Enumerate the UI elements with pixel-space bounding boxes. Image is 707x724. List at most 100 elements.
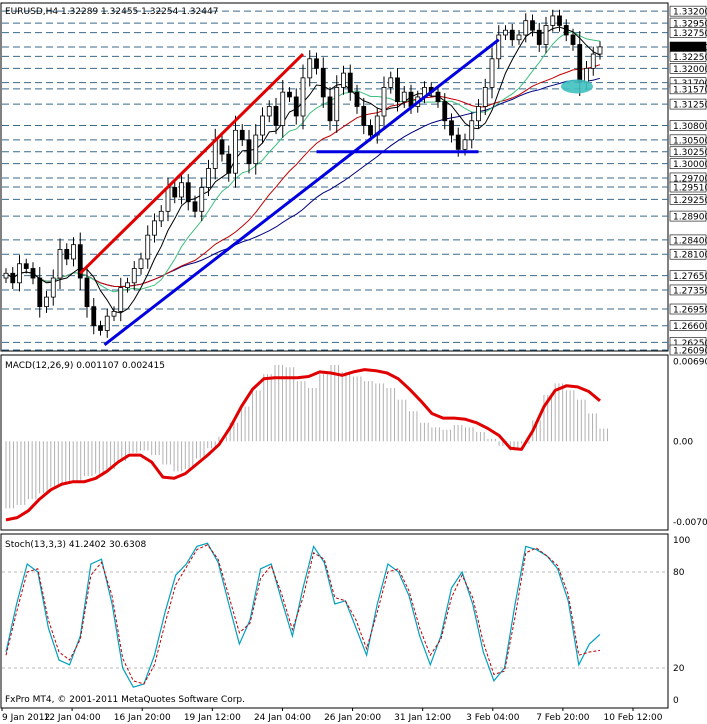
candle <box>293 88 299 125</box>
x-tick-label: 31 Jan 12:00 <box>394 713 451 723</box>
stoch-main-line <box>5 542 601 688</box>
candle <box>334 75 340 133</box>
candle-body <box>550 15 556 26</box>
candle-body <box>185 182 191 203</box>
candle <box>246 130 252 174</box>
candle <box>233 115 238 188</box>
candle <box>239 124 245 147</box>
price-tick-label: 1.30250 <box>673 148 707 158</box>
candle-body <box>482 87 488 107</box>
candle <box>347 64 353 101</box>
candle <box>199 177 205 222</box>
stoch-y-tick-label: 0 <box>673 696 679 706</box>
price-label-box <box>669 320 707 331</box>
price-label-box <box>669 146 707 158</box>
price-tick-label: 1.28100 <box>673 251 707 261</box>
candle-body <box>354 91 360 107</box>
candle <box>280 80 286 138</box>
candle-body <box>536 29 542 45</box>
price-tick-label: 1.30500 <box>673 136 707 146</box>
x-tick-label: 3 Feb 04:00 <box>466 713 520 723</box>
price-label-box <box>669 344 707 356</box>
candle-body <box>381 87 387 117</box>
price-chart-title: EURUSD,H4 1.32289 1.32455 1.32254 1.3244… <box>5 7 218 17</box>
candle-body <box>71 244 76 260</box>
price-tick-label: 1.26600 <box>673 322 707 332</box>
candle-body <box>314 58 319 69</box>
candle <box>401 85 407 108</box>
candle <box>536 22 542 52</box>
candle <box>590 46 596 76</box>
price-label-box <box>669 284 707 296</box>
candle <box>125 277 130 293</box>
candle-body <box>543 25 549 45</box>
price-label-box <box>669 63 707 74</box>
price-label-box <box>669 270 707 281</box>
price-panel-frame <box>0 2 669 352</box>
candle <box>435 85 441 108</box>
price-tick-label: 1.32447 <box>673 44 707 54</box>
macd-y-tick-label: -0.00700 <box>673 518 707 528</box>
stoch-panel-frame <box>0 533 669 709</box>
price-label-box <box>669 98 707 110</box>
candle-body <box>30 268 36 279</box>
candle-body <box>347 72 353 93</box>
candle <box>131 261 137 291</box>
price-tick-label: 1.31250 <box>673 101 707 111</box>
price-label-box <box>669 120 707 131</box>
price-panel <box>2 9 668 351</box>
candle <box>287 87 292 102</box>
price-tick-label: 1.26250 <box>673 339 707 349</box>
candle <box>597 41 603 60</box>
candle <box>388 71 394 94</box>
price-tick-label: 1.30000 <box>673 160 707 170</box>
candle-body <box>523 20 529 36</box>
candle <box>442 93 448 130</box>
price-tick-label: 1.26950 <box>673 306 707 316</box>
price-tick-label: 1.32950 <box>673 20 707 30</box>
price-tick-label: 1.31570 <box>673 85 707 95</box>
candle-body <box>64 249 70 260</box>
candle-body <box>192 201 198 212</box>
candle <box>516 29 522 45</box>
price-tick-label: 1.28900 <box>673 213 707 223</box>
candle <box>98 320 103 336</box>
macd-panel <box>5 364 608 522</box>
candle <box>543 16 549 54</box>
candle <box>266 100 272 123</box>
candle <box>50 269 56 306</box>
x-tick-label: 7 Feb 20:00 <box>536 713 590 723</box>
candle-body <box>104 315 110 331</box>
candle-body <box>199 187 205 212</box>
candle <box>212 128 218 180</box>
candle-body <box>266 106 272 117</box>
candle <box>158 205 164 228</box>
macd-panel-frame <box>0 354 669 531</box>
candle <box>273 97 279 135</box>
candle-body <box>503 29 508 36</box>
candle-body <box>300 77 306 117</box>
candle <box>219 132 225 162</box>
stoch-signal-line <box>5 544 601 685</box>
candle-body <box>287 91 292 98</box>
candle <box>10 267 16 289</box>
candle <box>30 262 36 285</box>
candle <box>179 175 184 205</box>
candle <box>557 9 562 32</box>
candle <box>23 258 29 274</box>
price-label-box <box>669 27 707 38</box>
candle-body <box>17 263 22 284</box>
candle-body <box>131 268 137 284</box>
candle <box>253 124 259 175</box>
candle-body <box>368 125 373 136</box>
copyright-text: FxPro MT4, © 2001-2011 MetaQuotes Softwa… <box>5 695 245 705</box>
candle <box>320 57 326 108</box>
candle-body <box>273 106 279 126</box>
macd-y-tick-label: 0.00690 <box>673 357 707 367</box>
candle-body <box>469 120 475 141</box>
candle <box>111 306 117 322</box>
price-tick-label: 1.26090 <box>673 347 707 357</box>
price-label-box <box>669 134 707 146</box>
